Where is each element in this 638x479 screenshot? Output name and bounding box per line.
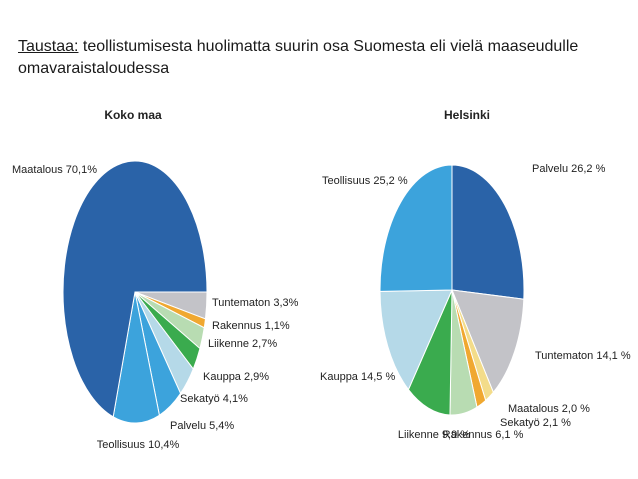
slice-label-palvelu: Palvelu 5,4%	[170, 420, 234, 432]
heading-prefix: Taustaa:	[18, 38, 79, 55]
slice-label-kauppa: Kauppa 14,5 %	[320, 371, 395, 383]
chart-title-helsinki: Helsinki	[444, 108, 490, 122]
slice-label-teollisuus: Teollisuus 10,4%	[97, 439, 180, 451]
slice-label-sekatyö: Sekatyö 2,1 %	[500, 417, 571, 429]
chart-title-koko-maa: Koko maa	[104, 108, 162, 122]
pie-helsinki	[379, 164, 525, 416]
pie-slice-palvelu	[451, 164, 525, 300]
labels-helsinki: Palvelu 26,2 % Tuntematon 14,1 % Maatalous…	[320, 163, 631, 441]
slice-label-maatalous: Maatalous 2,0 %	[508, 403, 590, 415]
slice-label-rakennus: Rakennus 1,1%	[212, 320, 290, 332]
slice-label-sekatyö: Sekatyö 4,1%	[180, 393, 248, 405]
pie-slice-teollisuus	[112, 291, 160, 424]
pie-slice-liikenne	[407, 289, 453, 416]
slide-heading: Taustaa: teollistumisesta huolimatta suu…	[18, 36, 618, 80]
slice-label-liikenne: Liikenne 2,7%	[208, 338, 277, 350]
slice-label-palvelu: Palvelu 26,2 %	[532, 163, 606, 175]
pie-slice-maatalous	[62, 160, 208, 418]
slice-label-maatalous: Maatalous 70,1%	[12, 164, 97, 176]
heading-text: teollistumisesta huolimatta suurin osa S…	[18, 38, 579, 77]
slice-label-liikenne: Liikenne 9,9 %	[398, 429, 470, 441]
pie-slice-kauppa	[379, 289, 453, 391]
slice-label-kauppa: Kauppa 2,9%	[203, 371, 269, 383]
pie-koko-maa	[62, 160, 208, 424]
labels-koko-maa: Tuntematon 3,3% Rakennus 1,1% Liikenne 2,7…	[12, 164, 299, 451]
slice-label-tuntematon: Tuntematon 14,1 %	[535, 350, 631, 362]
pie-slice-teollisuus	[379, 164, 453, 292]
slice-label-tuntematon: Tuntematon 3,3%	[212, 297, 299, 309]
slice-label-rakennus: Rakennus 6,1 %	[443, 429, 524, 441]
slice-label-teollisuus: Teollisuus 25,2 %	[322, 175, 408, 187]
pie-slice-tuntematon	[451, 289, 525, 394]
